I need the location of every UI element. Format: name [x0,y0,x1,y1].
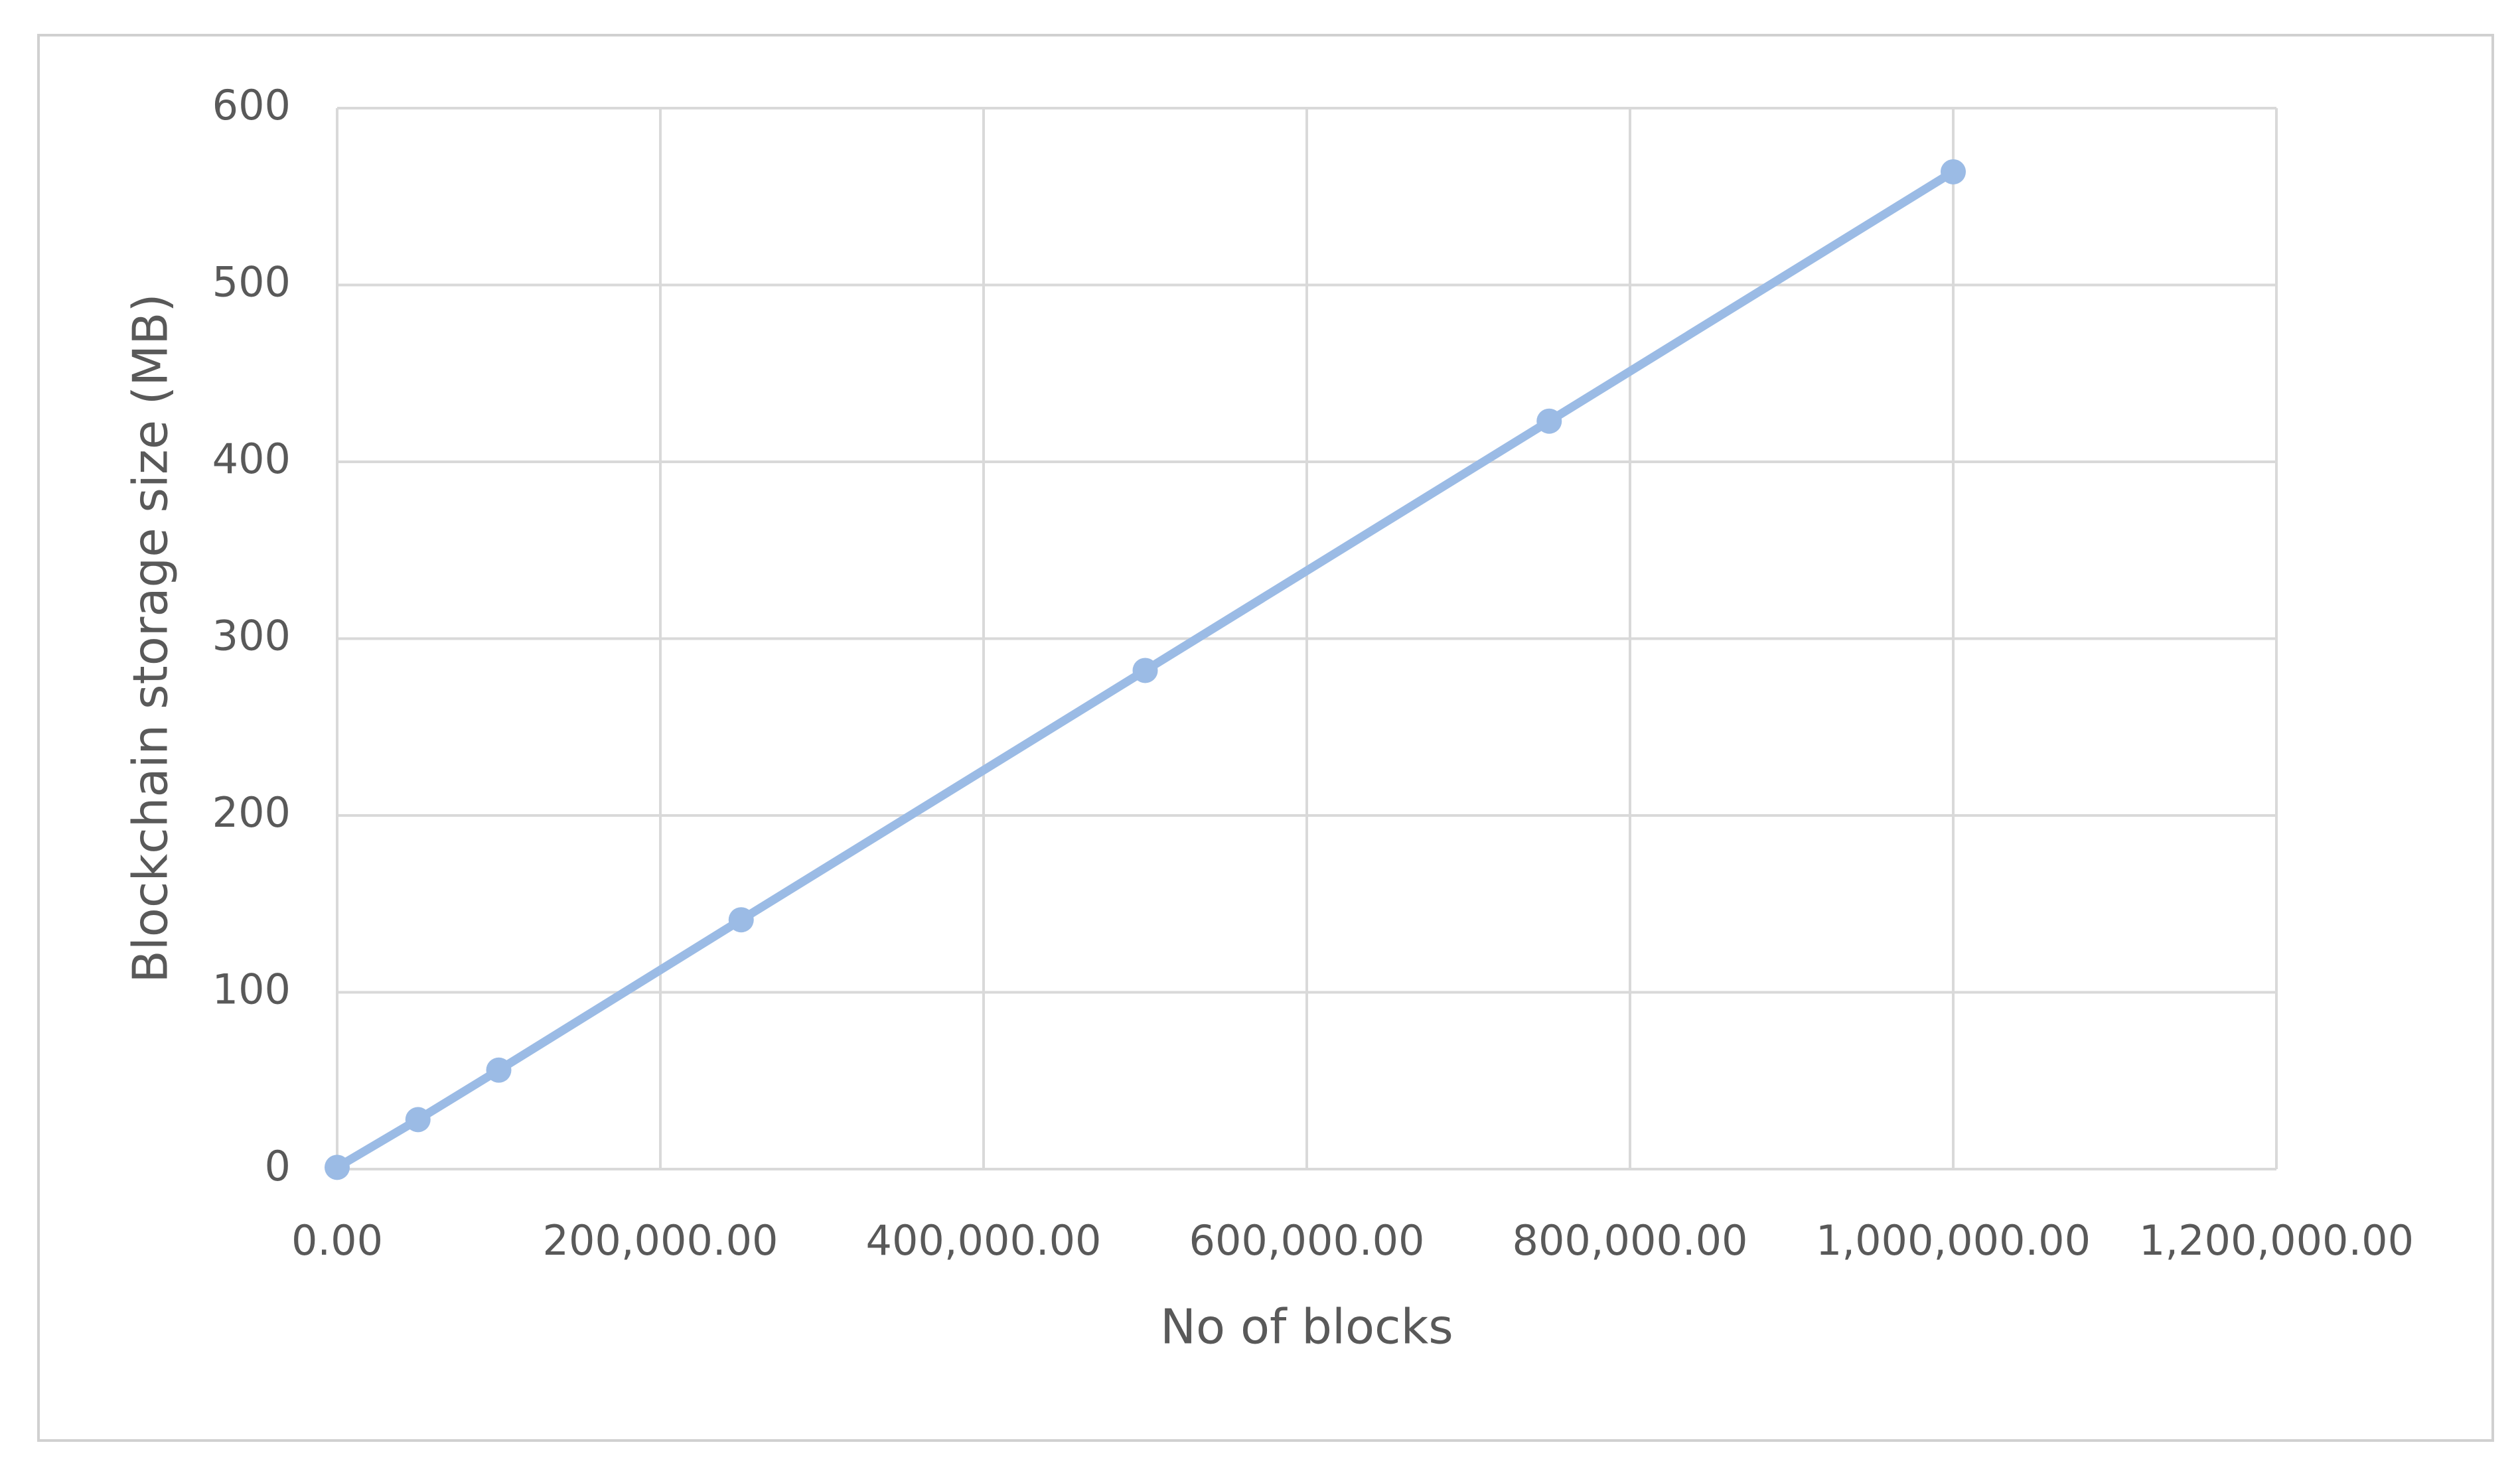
y-tick-label: 600 [212,81,291,129]
x-tick-label: 800,000.00 [1513,1216,1748,1265]
point [728,907,754,933]
point [486,1057,512,1083]
x-axis-title: No of blocks [1160,1299,1453,1355]
y-tick-label: 200 [212,788,291,837]
point [1132,658,1158,683]
y-tick-label: 100 [212,965,291,1014]
y-axis-title: Blockchain storage size (MB) [123,293,179,983]
x-tick-label: 400,000.00 [866,1216,1102,1265]
y-tick-label: 500 [212,258,291,307]
x-tick-label: 1,200,000.00 [2139,1216,2414,1265]
point [405,1107,431,1133]
point [325,1155,350,1180]
point [1536,408,1562,434]
y-tick-label: 0 [265,1142,291,1190]
x-tick-label: 0.00 [291,1216,383,1265]
y-tick-label: 400 [212,435,291,483]
chart-frame [37,34,2494,1442]
x-tick-label: 200,000.00 [543,1216,778,1265]
x-tick-label: 600,000.00 [1189,1216,1425,1265]
y-tick-label: 300 [212,612,291,660]
point [1941,159,1966,184]
x-tick-label: 1,000,000.00 [1816,1216,2091,1265]
